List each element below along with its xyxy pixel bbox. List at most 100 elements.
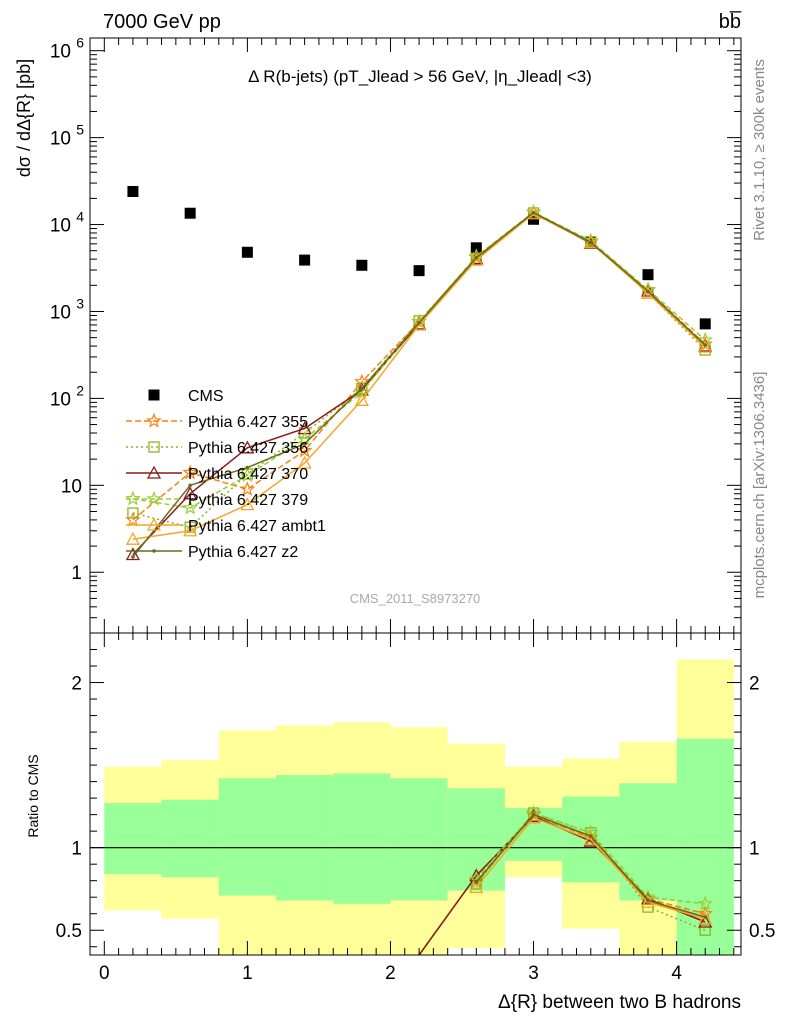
legend-label-pythia-6-427-355: Pythia 6.427 355 [188, 414, 308, 431]
legend-marker-pythia-6-427-356 [148, 441, 160, 453]
ratio-band-inner [390, 778, 448, 901]
x-tick-label: 0 [99, 963, 110, 984]
data-point-pythia-6-427-ambt1 [698, 339, 713, 353]
ratio-y-axis-label: Ratio to CMS [25, 754, 41, 837]
data-point-cms [413, 265, 425, 277]
ratio-point-pythia-6-427-z2 [588, 834, 593, 838]
ratio-y-tick-label-right: 2 [749, 674, 760, 695]
data-point-pythia-6-427-ambt1 [297, 455, 312, 469]
data-point-pythia-6-427-z2 [188, 483, 192, 488]
x-tick-label: 2 [385, 963, 396, 984]
data-point-pythia-6-427-ambt1 [240, 497, 255, 511]
data-point-cms [299, 254, 311, 266]
data-point-pythia-6-427-z2 [703, 343, 708, 347]
data-point-pythia-6-427-z2 [417, 321, 421, 325]
ratio-band-inner [218, 778, 276, 896]
x-tick-label: 4 [671, 963, 682, 984]
data-point-pythia-6-427-356 [127, 507, 139, 519]
ratio-series-layer [90, 804, 741, 956]
data-point-pythia-6-427-z2 [360, 386, 364, 391]
data-point-pythia-6-427-379 [697, 331, 713, 347]
header-process: bb̅ [719, 10, 742, 33]
ratio-frame [89, 632, 742, 956]
series-line-pythia-6-427-379 [132, 211, 706, 509]
legend-marker-pythia-6-427-z2 [152, 549, 156, 553]
ratio-point-pythia-6-427-379 [697, 895, 713, 911]
ratio-point-pythia-6-427-ambt1 [698, 911, 713, 925]
legend-marker-pythia-6-427-379 [146, 490, 162, 506]
ratio-band-inner [333, 773, 391, 904]
main-y-tick-label: 10 [50, 216, 71, 237]
data-point-cms [642, 269, 654, 281]
legend-label-pythia-6-427-370: Pythia 6.427 370 [188, 466, 308, 483]
ratio-point-pythia-6-427-356 [699, 924, 711, 936]
legend-label-pythia-6-427-356: Pythia 6.427 356 [188, 440, 308, 457]
main-y-tick-exponent: 2 [76, 382, 84, 398]
ratio-y-tick-label: 1 [71, 839, 82, 860]
ratio-y-tick-label: 0.5 [56, 921, 82, 942]
ratio-y-tick-label-right: 1 [749, 839, 760, 860]
mcplots-reference-label: mcplots.cern.ch [arXiv:1306.3436] [751, 372, 768, 599]
main-y-tick-exponent: 5 [76, 122, 84, 138]
data-point-pythia-6-427-z2 [245, 465, 250, 470]
ratio-axes: 0.5 0.5 1 1 2 2 0 1 2 3 4 [56, 632, 775, 984]
ratio-uncertainty-bands [104, 659, 734, 955]
main-axes: 10 6 10 5 10 4 10 3 10 2 10 1 [50, 35, 742, 634]
main-y-tick-exponent: 6 [76, 35, 84, 51]
analysis-watermark: CMS_2011_S8973270 [350, 591, 481, 606]
data-point-pythia-6-427-ambt1 [469, 252, 484, 266]
ratio-band-inner [619, 783, 677, 901]
main-y-tick-label: 10 [50, 302, 71, 323]
ratio-point-pythia-6-427-z2 [474, 880, 479, 885]
data-point-cms [356, 259, 368, 271]
ratio-point-pythia-6-427-ambt1 [469, 879, 484, 893]
main-y-tick-label: 10 [50, 389, 71, 410]
data-point-pythia-6-427-ambt1 [183, 523, 198, 537]
data-point-pythia-6-427-ambt1 [354, 392, 369, 406]
ratio-band-inner [161, 799, 219, 878]
main-y-tick-label: 10 [50, 129, 71, 150]
data-point-cms [127, 185, 139, 197]
main-y-tick-label: 10 [50, 42, 71, 63]
main-series-layer [125, 185, 713, 561]
data-point-pythia-6-427-z2 [588, 240, 593, 245]
data-point-pythia-6-427-ambt1 [640, 285, 656, 299]
legend-marker-cms [148, 389, 160, 401]
ratio-point-pythia-6-427-370 [698, 914, 713, 928]
ratio-line-pythia-6-427-ambt1 [475, 816, 706, 920]
ratio-point-pythia-6-427-z2 [703, 915, 708, 919]
data-point-pythia-6-427-ambt1 [125, 531, 141, 545]
data-point-cms [184, 207, 196, 219]
data-point-pythia-6-427-355 [239, 481, 256, 496]
data-point-pythia-6-427-z2 [474, 255, 479, 260]
ratio-band-inner [276, 775, 334, 901]
data-point-pythia-6-427-z2 [302, 442, 307, 446]
main-y-tick-label: 1 [71, 563, 82, 584]
x-tick-label: 3 [528, 963, 539, 984]
ratio-band-inner [104, 803, 162, 875]
legend-marker-pythia-6-427-370 [146, 465, 162, 479]
main-y-tick-label: 10 [61, 476, 82, 497]
data-point-pythia-6-427-379 [239, 467, 256, 483]
data-point-pythia-6-427-370 [240, 440, 255, 454]
x-axis-label: Δ{R} between two B hadrons [498, 992, 741, 1013]
legend-marker-pythia-6-427-355 [146, 412, 162, 428]
legend-marker-pythia-6-427-ambt1 [146, 517, 162, 531]
ratio-y-tick-label-right: 0.5 [749, 921, 775, 942]
rivet-version-label: Rivet 3.1.10, ≥ 300k events [751, 59, 768, 241]
data-point-pythia-6-427-z2 [646, 289, 650, 294]
ratio-point-pythia-6-427-z2 [646, 898, 650, 903]
series-line-pythia-6-427-ambt1 [132, 212, 706, 540]
main-y-tick-exponent: 4 [76, 209, 84, 225]
data-point-cms [241, 246, 253, 258]
data-point-cms [699, 318, 711, 330]
ratio-point-pythia-6-427-z2 [531, 812, 536, 817]
legend-label-pythia-6-427-z2: Pythia 6.427 z2 [188, 544, 298, 561]
main-chart-title: Δ R(b-jets) (pT_Jlead > 56 GeV, |η_Jlead… [248, 67, 592, 86]
data-point-pythia-6-427-z2 [531, 210, 536, 215]
data-point-pythia-6-427-355 [182, 464, 198, 480]
legend-label-pythia-6-427-ambt1: Pythia 6.427 ambt1 [188, 518, 326, 535]
legend-label-cms: CMS [188, 388, 224, 405]
